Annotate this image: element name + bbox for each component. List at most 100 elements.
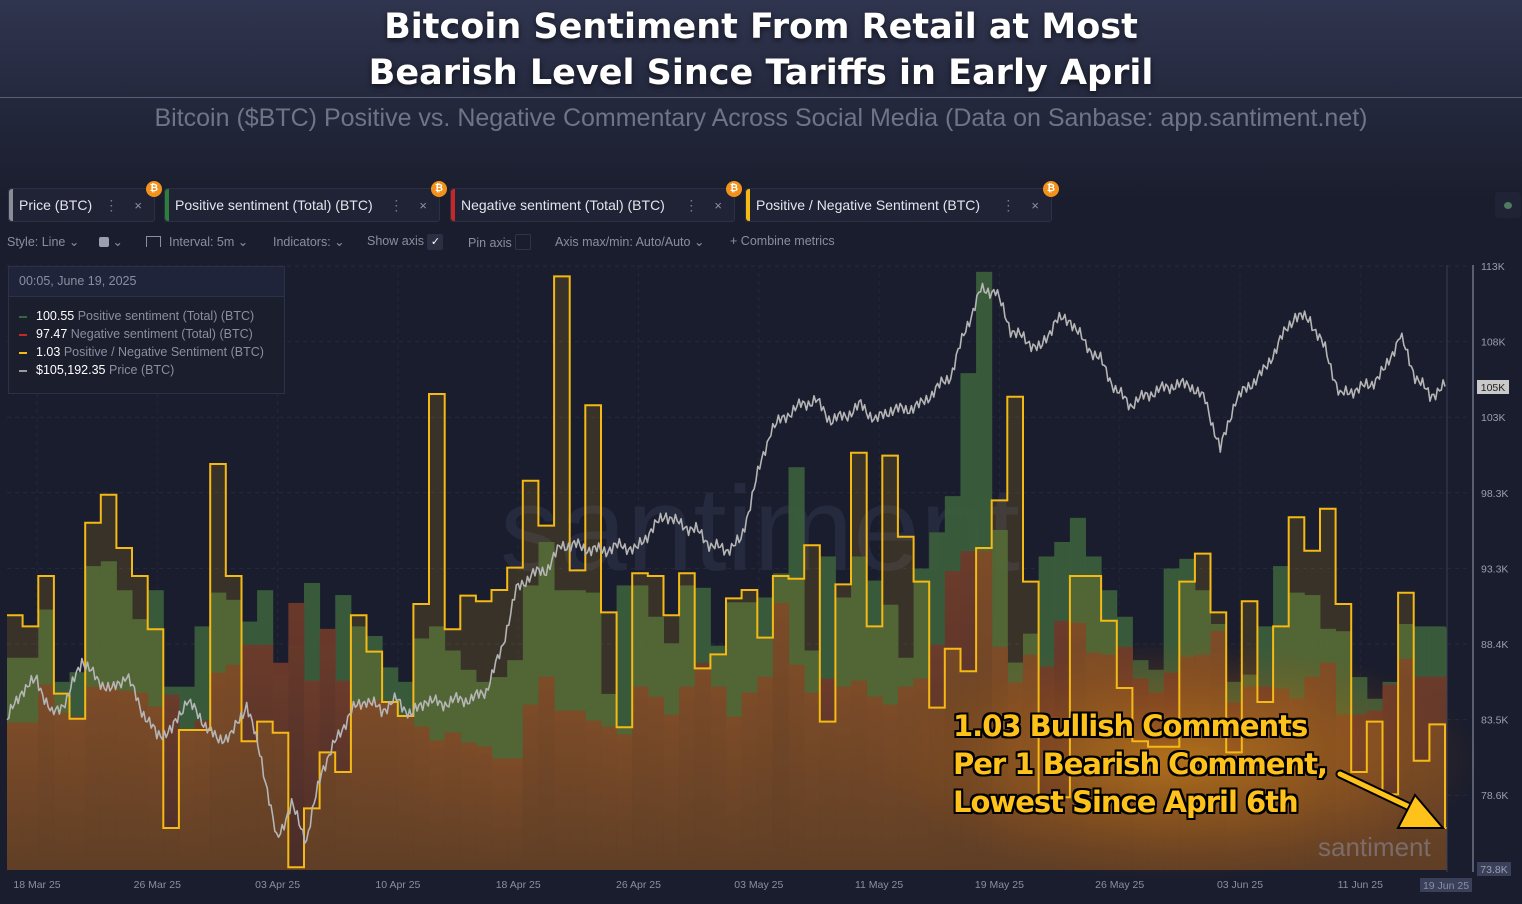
ratio-bar: [413, 604, 430, 870]
legend-value: 100.55: [36, 309, 75, 323]
ratio-bar: [679, 573, 695, 870]
tab-color-bar: [9, 189, 13, 221]
negative-sentiment-bar: [382, 702, 399, 870]
ratio-bar: [85, 522, 101, 870]
close-icon[interactable]: ×: [714, 197, 722, 213]
annotation: 1.03 Bullish Comments Per 1 Bearish Comm…: [953, 707, 1328, 821]
negative-sentiment-bar: [788, 664, 805, 870]
ratio-bar: [944, 648, 961, 870]
bitcoin-icon: ₿: [726, 181, 742, 197]
indicators-dropdown[interactable]: Indicators: ⌄: [273, 234, 345, 249]
legend-label: Positive / Negative Sentiment (BTC): [63, 345, 264, 359]
legend-swatch: [19, 369, 27, 372]
ratio-bar: [53, 693, 70, 870]
axis-maxmin-dropdown[interactable]: Axis max/min: Auto/Auto ⌄: [555, 234, 704, 249]
ratio-bar: [851, 452, 867, 870]
ratio-bar: [1241, 601, 1258, 870]
show-axis-toggle[interactable]: Show axis ✓: [367, 234, 444, 250]
negative-sentiment-bar: [694, 662, 711, 870]
close-icon[interactable]: ×: [419, 197, 427, 213]
ratio-bar: [772, 576, 789, 870]
show-axis-checkbox[interactable]: ✓: [427, 234, 444, 250]
negative-sentiment-bar: [147, 706, 164, 870]
legend-timestamp: 00:05, June 19, 2025: [9, 267, 284, 297]
combine-metrics-label: Combine metrics: [740, 234, 835, 248]
ratio-bar: [178, 730, 195, 870]
negative-sentiment-bar: [851, 680, 868, 870]
tab-ratio-sentiment[interactable]: Positive / Negative Sentiment (BTC) ⋮ × …: [745, 181, 1059, 222]
negative-sentiment-bar: [303, 680, 321, 870]
tab-price[interactable]: Price (BTC) ⋮ × ₿: [8, 181, 162, 222]
bitcoin-icon: ₿: [1043, 181, 1059, 197]
ratio-bar: [1038, 797, 1055, 870]
more-vertical-icon[interactable]: ⋮: [104, 196, 119, 213]
legend-row-price: $105,192.35 Price (BTC): [9, 361, 284, 379]
ratio-bar: [741, 590, 758, 870]
min-price-label: 73.8K: [1480, 864, 1507, 876]
ratio-bar: [475, 601, 492, 870]
status-dot-icon: [1504, 202, 1512, 209]
style-dropdown[interactable]: Style: Line ⌄: [7, 234, 79, 249]
price-tick-label: 103K: [1481, 412, 1506, 424]
interval-dropdown[interactable]: Interval: 5m ⌄: [146, 234, 248, 249]
close-icon[interactable]: ×: [134, 197, 142, 213]
negative-sentiment-bar: [819, 678, 836, 870]
ratio-bar: [929, 707, 945, 870]
combine-metrics-button[interactable]: + Combine metrics: [730, 234, 835, 248]
negative-sentiment-bar: [538, 676, 555, 870]
tab-label: Price (BTC): [19, 197, 93, 213]
pin-axis-checkbox[interactable]: [515, 234, 532, 250]
time-tick-label: 18 Apr 25: [496, 879, 541, 891]
status-toggle-button[interactable]: [1495, 192, 1521, 218]
more-vertical-icon[interactable]: ⋮: [389, 196, 404, 213]
negative-sentiment-bar: [225, 664, 242, 870]
ratio-bar: [69, 718, 86, 870]
ratio-bar: [288, 867, 304, 870]
ratio-bar: [1335, 604, 1352, 870]
show-axis-label: Show axis: [367, 234, 424, 248]
chevron-down-icon: ⌄: [112, 235, 123, 249]
more-vertical-icon[interactable]: ⋮: [684, 196, 699, 213]
negative-sentiment-bar: [569, 710, 586, 870]
ratio-bar: [1116, 688, 1133, 870]
ratio-bar: [397, 716, 414, 870]
color-dropdown[interactable]: ⌄: [99, 234, 123, 249]
negative-sentiment-bar: [132, 692, 149, 870]
negative-sentiment-bar: [444, 732, 461, 870]
min-price-badge: [1477, 862, 1511, 876]
ratio-bar: [210, 464, 226, 870]
ratio-bar: [1179, 581, 1195, 870]
legend-swatch: [19, 315, 27, 318]
price-tick-label: 88.4K: [1481, 639, 1508, 651]
ratio-bar: [1085, 576, 1102, 870]
ratio-bar: [335, 772, 351, 870]
annotation-arrow-shaft: [1337, 771, 1423, 815]
tab-negative-sentiment[interactable]: Negative sentiment (Total) (BTC) ⋮ × ₿: [450, 181, 742, 222]
tab-color-bar: [165, 189, 169, 221]
tab-positive-sentiment[interactable]: Positive sentiment (Total) (BTC) ⋮ × ₿: [164, 181, 447, 222]
legend-row-ratio: 1.03 Positive / Negative Sentiment (BTC): [9, 343, 284, 361]
ratio-bar: [1382, 794, 1399, 870]
pin-axis-toggle[interactable]: Pin axis: [468, 234, 532, 250]
ratio-bar: [757, 637, 773, 870]
negative-sentiment-bar: [397, 716, 414, 870]
negative-sentiment-bar: [866, 696, 883, 870]
ratio-bar: [1054, 797, 1070, 870]
negative-sentiment-bar: [491, 758, 508, 870]
legend-swatch: [19, 333, 27, 336]
plus-icon: +: [730, 234, 738, 248]
more-vertical-icon[interactable]: ⋮: [1001, 196, 1016, 213]
current-price-label: 105K: [1481, 382, 1506, 394]
chevron-down-icon: ⌄: [68, 235, 80, 249]
close-icon[interactable]: ×: [1031, 197, 1039, 213]
tab-color-bar: [451, 189, 455, 221]
price-tick-label: 108K: [1481, 337, 1506, 349]
negative-sentiment-bar: [804, 692, 821, 870]
ratio-bar: [866, 626, 883, 870]
ratio-bar: [522, 480, 539, 870]
negative-sentiment-bar: [53, 712, 71, 870]
price-tick-label: 98.3K: [1481, 488, 1508, 500]
ratio-bar: [444, 629, 461, 870]
negative-sentiment-bar: [413, 726, 430, 870]
